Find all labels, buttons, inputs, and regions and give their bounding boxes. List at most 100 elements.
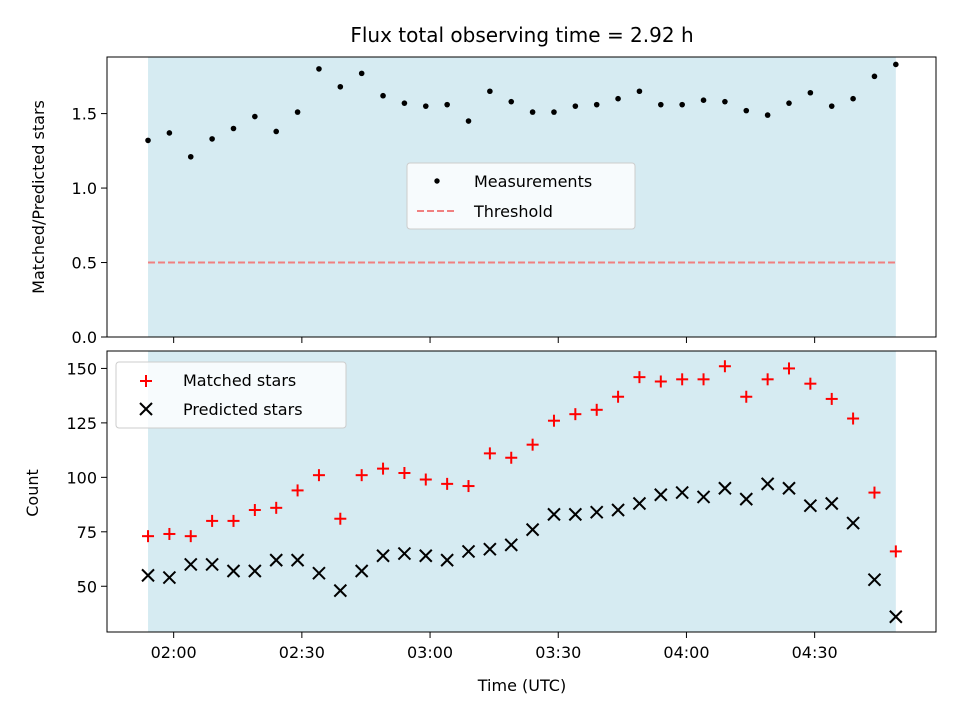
top-y-tick-label: 1.5 [72,105,97,124]
matched-star-point [462,480,475,493]
top-axes-frame [106,56,937,338]
bottom-x-tick-label: 02:30 [279,643,325,662]
measurement-point [508,98,515,105]
matched-star-point [355,469,368,482]
predicted-star-point [632,496,647,511]
measurement-point [615,95,621,102]
matched-star-point [612,390,625,403]
matched-star-point [398,466,411,479]
measurement-point [187,153,194,160]
measurement-point [294,109,301,115]
measurement-point [700,97,707,103]
predicted-star-point [590,505,604,519]
matched-star-point [227,514,240,527]
matched-star-point [804,377,817,390]
measurement-point [893,61,899,68]
top-legend-box [406,162,636,230]
predicted-star-point [739,492,753,506]
matched-star-point [291,484,304,497]
measurement-point [145,137,151,144]
predicted-star-point [312,566,326,580]
matched-star-point [654,375,667,388]
matched-star-point [740,390,753,403]
measurement-point [679,101,685,108]
measurement-point [871,73,878,80]
top-x-ticks [173,337,816,343]
measurement-point [743,107,750,114]
legend-measurement-marker [434,178,440,184]
bottom-y-axis-label: Count [23,469,42,517]
measurement-points [145,61,899,160]
predicted-star-point [141,568,155,583]
measurement-point [209,136,215,142]
matched-star-point [419,473,432,486]
matched-star-point [847,412,860,425]
x-axis-label: Time (UTC) [477,676,566,695]
measurement-point [444,101,450,108]
matched-star-point [547,414,560,427]
predicted-star-point [675,485,689,500]
measurement-point [551,109,557,115]
predicted-star-point [611,503,625,517]
matched-star-point [248,504,261,517]
matched-star-point [163,527,176,540]
bottom-x-tick-label: 03:30 [535,643,581,662]
measurement-point [487,88,493,95]
legend-predicted-label: Predicted stars [183,400,303,419]
top-y-tick-label: 1.0 [72,179,97,198]
measurement-point [636,88,643,95]
top-y-tick-label: 0.0 [72,328,97,347]
bottom-legend-box [115,361,347,429]
predicted-star-point [461,544,476,559]
measurement-point [658,101,664,108]
matched-star-point [312,469,325,482]
bottom-y-tick-label: 50 [77,577,97,596]
measurement-point [252,113,258,120]
predicted-star-points [141,477,903,624]
predicted-star-point [654,488,668,502]
matched-star-point [377,462,390,475]
chart-title: Flux total observing time = 2.92 h [350,23,693,47]
matched-star-point [697,373,710,386]
bottom-x-ticks: 02:00 02:30 03:00 03:30 04:00 04:30 [151,632,838,662]
predicted-star-point [825,496,839,511]
matched-star-point [676,373,689,386]
predicted-star-point [803,498,818,513]
matched-star-point [142,530,155,543]
predicted-star-point [226,564,241,578]
matched-star-point [270,501,283,514]
measurement-point [572,103,579,109]
measurement-point [764,112,771,118]
predicted-star-point [504,538,518,552]
top-y-tick-label: 0.5 [72,254,97,273]
legend-predicted-marker [139,402,153,416]
predicted-star-point [696,490,711,504]
bottom-y-tick-label: 150 [66,359,97,378]
bottom-y-tick-label: 100 [66,468,97,487]
measurement-point [273,128,280,135]
measurement-point [465,118,472,124]
matched-star-point [718,360,731,373]
predicted-star-point [568,507,583,522]
bottom-axes-frame [106,350,937,633]
predicted-star-point [248,564,262,578]
bottom-y-tick-label: 75 [77,523,97,542]
matched-star-point [206,514,219,527]
matched-star-point [783,362,796,375]
measurement-point [422,103,429,109]
matched-star-point [505,451,518,464]
predicted-star-point [333,583,348,598]
matched-star-point [184,530,197,543]
bottom-x-tick-label: 04:30 [792,643,838,662]
measurement-point [529,109,536,115]
legend-measurements-label: Measurements [474,172,592,191]
predicted-star-point [419,549,433,563]
legend-matched-marker [140,375,152,387]
matched-star-point [526,438,539,451]
bottom-y-ticks: 50 75 100 125 150 [66,359,107,596]
predicted-star-point [547,507,561,522]
matched-star-point [825,392,838,405]
matched-star-point [483,447,496,460]
measurement-point [166,130,173,136]
